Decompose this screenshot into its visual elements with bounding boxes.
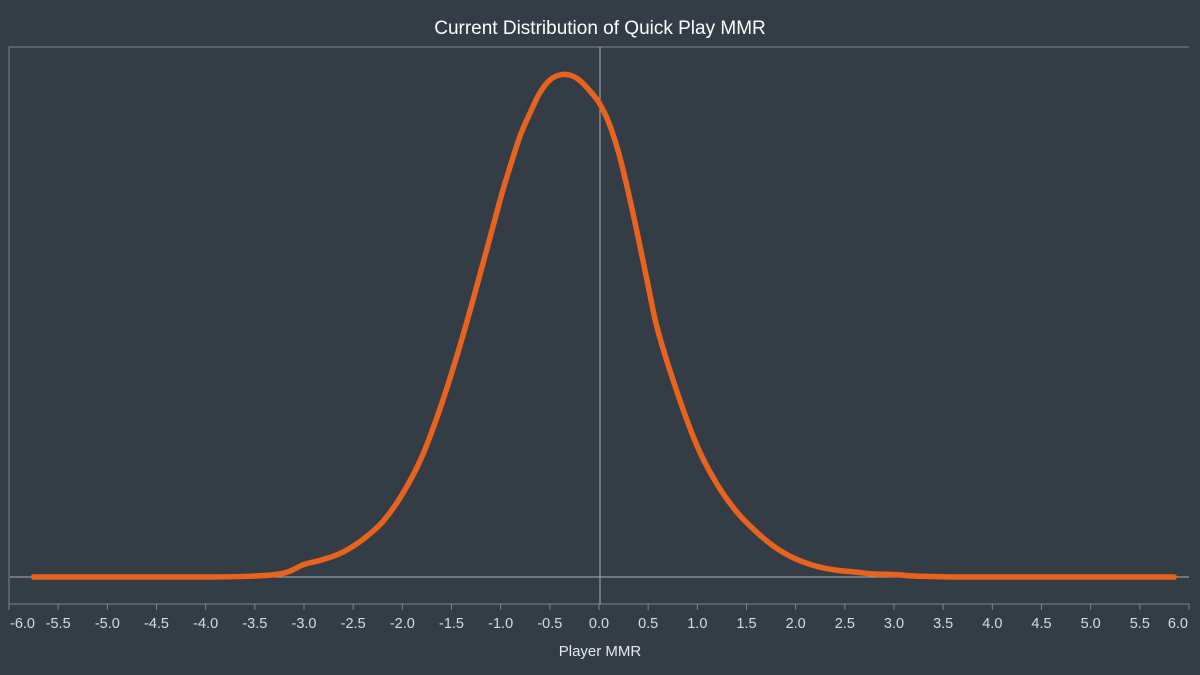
chart-title: Current Distribution of Quick Play MMR xyxy=(434,18,766,39)
x-tick-label: 1.0 xyxy=(687,616,707,632)
distribution-line xyxy=(30,71,1177,580)
x-tick-label: 2.0 xyxy=(786,616,806,632)
x-tick-label: -1.5 xyxy=(439,616,464,632)
x-tick-label: -6.0 xyxy=(10,616,35,632)
x-tick-label: 5.5 xyxy=(1130,616,1150,632)
x-axis-tick-labels: -6.0 -5.5 -5.0 -4.5 -4.0 -3.5 -3.0 -2.5 -2.0 -1.5… xyxy=(10,616,1188,632)
x-tick-label: -4.5 xyxy=(144,616,169,632)
x-tick-label: -5.5 xyxy=(46,616,71,632)
x-tick-label: -0.5 xyxy=(537,616,562,632)
x-tick-label: -3.0 xyxy=(292,616,317,632)
x-tick-label: 0.5 xyxy=(638,616,658,632)
x-tick-label: -3.5 xyxy=(242,616,267,632)
x-tick-label: 2.5 xyxy=(835,616,855,632)
x-tick-label: 3.0 xyxy=(884,616,904,632)
x-tick-label: 1.5 xyxy=(736,616,756,632)
x-tick-label: -2.5 xyxy=(341,616,366,632)
x-tick-label: -5.0 xyxy=(95,616,120,632)
x-tick-label: 5.0 xyxy=(1081,616,1101,632)
x-tick-label: 4.0 xyxy=(982,616,1002,632)
x-tick-label: -2.0 xyxy=(390,616,415,632)
x-axis-ticks xyxy=(8,604,1190,610)
x-tick-label: 6.0 xyxy=(1168,616,1188,632)
x-tick-label: 3.5 xyxy=(933,616,953,632)
x-tick-label: 4.5 xyxy=(1031,616,1051,632)
x-tick-label: 0.0 xyxy=(589,616,609,632)
x-tick-label: -1.0 xyxy=(488,616,513,632)
x-tick-label: -4.0 xyxy=(193,616,218,632)
x-axis-title: Player MMR xyxy=(559,643,642,660)
